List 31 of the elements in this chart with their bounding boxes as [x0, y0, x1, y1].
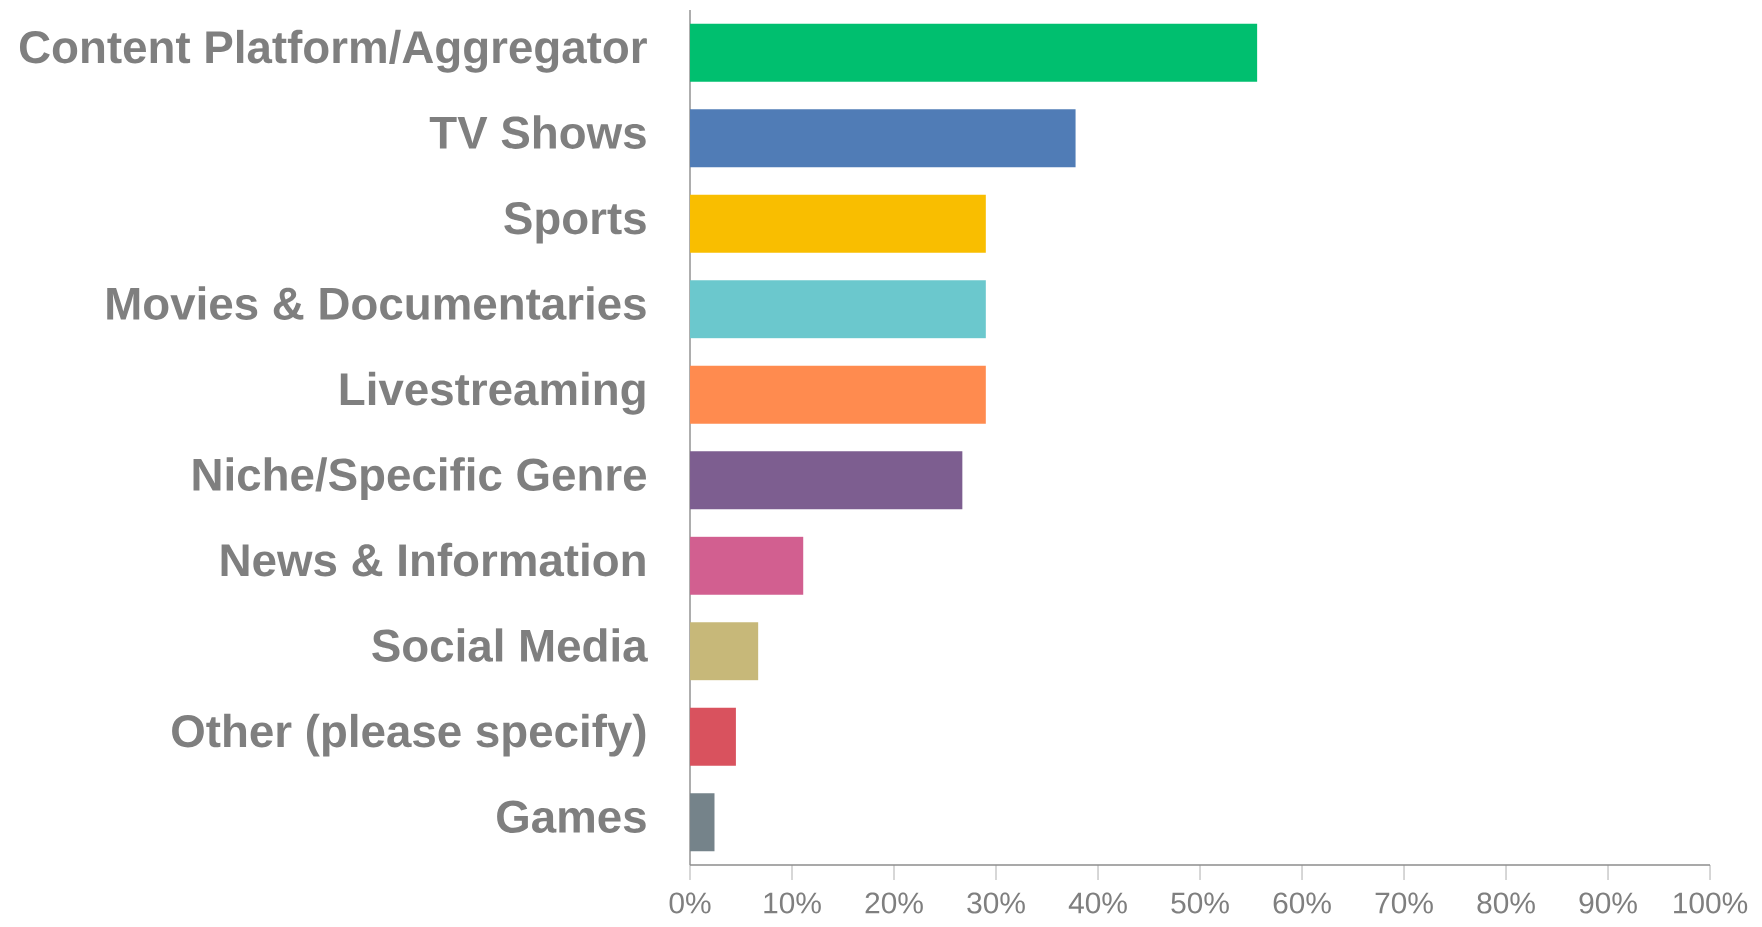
y-tick-label: Livestreaming: [340, 371, 645, 415]
bar: [690, 109, 1076, 168]
y-tick-label: Movies & Documentaries: [107, 286, 646, 320]
y-tick-label: Content Platform/Aggregator: [19, 29, 647, 73]
y-tick-label: Social Media: [372, 628, 648, 662]
bar: [690, 622, 759, 681]
bar: [690, 451, 963, 510]
y-tick-label: Games: [497, 800, 646, 833]
y-tick-label: News & Information: [221, 542, 645, 577]
x-tick-label: 10%: [764, 892, 821, 914]
x-tick-label: 60%: [1273, 892, 1331, 914]
bar: [690, 280, 986, 339]
x-tick-label: 0%: [669, 892, 711, 914]
x-tick-label: 70%: [1375, 892, 1433, 914]
y-tick-label: Niche/Specific Genre: [193, 457, 647, 500]
bar: [690, 365, 986, 424]
x-tick-label: 40%: [1068, 892, 1127, 914]
y-tick-label: TV Shows: [429, 115, 646, 149]
x-tick-label: 30%: [967, 892, 1025, 914]
x-tick-label: 50%: [1171, 892, 1229, 914]
x-tick-label: 20%: [865, 892, 923, 914]
x-tick-label: 90%: [1579, 892, 1637, 914]
y-tick-label: Sports: [504, 202, 646, 244]
x-tick-label: 80%: [1477, 892, 1535, 914]
bar: [690, 536, 804, 595]
bar: [690, 23, 1258, 82]
bar: [690, 707, 736, 766]
bar: [690, 793, 715, 852]
x-tick-label: 100%: [1674, 892, 1748, 914]
bar: [690, 194, 986, 253]
y-tick-label: Other (please specify): [172, 713, 646, 757]
